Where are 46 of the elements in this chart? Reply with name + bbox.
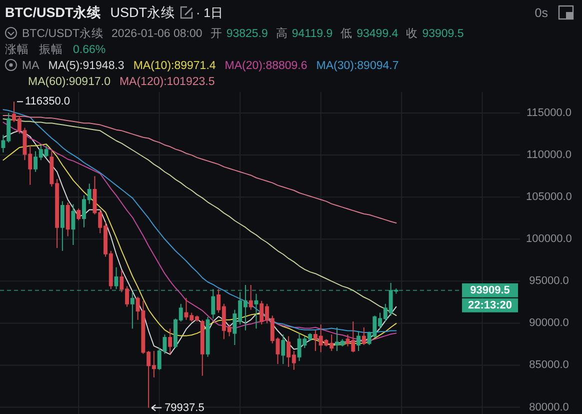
chart-subtitle: USDT永续 bbox=[110, 5, 175, 20]
text: 94119.9 bbox=[292, 28, 333, 40]
candlestick bbox=[211, 288, 216, 320]
candlestick bbox=[356, 332, 360, 352]
text: 涨幅 bbox=[5, 43, 29, 56]
text: 93909.5 bbox=[422, 28, 464, 40]
text: 2026-01-06 08:00 bbox=[112, 28, 202, 40]
y-tick-label: 80000.0 bbox=[529, 401, 569, 414]
annotation: 116350.0 bbox=[24, 96, 70, 108]
candlestick bbox=[254, 293, 258, 330]
candlestick bbox=[66, 202, 70, 237]
y-tick-label: 105000.0 bbox=[526, 191, 572, 204]
text: BTC/USDT永续 bbox=[22, 26, 104, 40]
candlestick bbox=[130, 292, 134, 330]
price-tag: 93909.5 bbox=[462, 283, 518, 298]
annotation: 79937.5 bbox=[164, 402, 204, 414]
text: 高 bbox=[276, 26, 288, 40]
candlestick bbox=[71, 204, 76, 246]
y-tick-label: 115000.0 bbox=[526, 107, 572, 120]
candlestick bbox=[60, 200, 64, 252]
line-series bbox=[2, 115, 397, 224]
y-tick-label: 95000.0 bbox=[529, 275, 569, 288]
text: 开 bbox=[210, 27, 222, 40]
text: 低 bbox=[340, 27, 353, 40]
candlestick bbox=[362, 326, 366, 346]
y-tick-label: 90000.0 bbox=[529, 317, 569, 330]
candlestick bbox=[248, 284, 253, 310]
candlestick bbox=[281, 334, 286, 364]
candlestick bbox=[76, 208, 81, 221]
countdown-tag: 22:13:20 bbox=[462, 298, 518, 312]
text: 93825.9 bbox=[226, 28, 268, 40]
text: 0.66% bbox=[73, 44, 106, 56]
text: 93499.4 bbox=[356, 28, 399, 40]
text: 0s bbox=[534, 6, 548, 20]
text: · 1日 bbox=[196, 6, 224, 20]
text: 收 bbox=[406, 27, 418, 40]
legend: MA MA(5):91948.3 MA(10):89971.4 MA(20):88809.6 MA(30):89094.7 MA(60):90917.0 MA(120):101923.5 bbox=[22, 60, 399, 88]
candlestick bbox=[200, 319, 204, 376]
candlestick bbox=[168, 328, 172, 354]
candlestick bbox=[114, 266, 118, 290]
candlestick bbox=[206, 316, 210, 358]
y-tick-label: 110000.0 bbox=[526, 149, 572, 162]
chart-title: BTC/USDT永续 bbox=[5, 4, 102, 20]
y-tick-label: 85000.0 bbox=[529, 359, 569, 372]
text: 振幅 bbox=[39, 43, 63, 56]
y-tick-label: 100000.0 bbox=[526, 233, 572, 246]
